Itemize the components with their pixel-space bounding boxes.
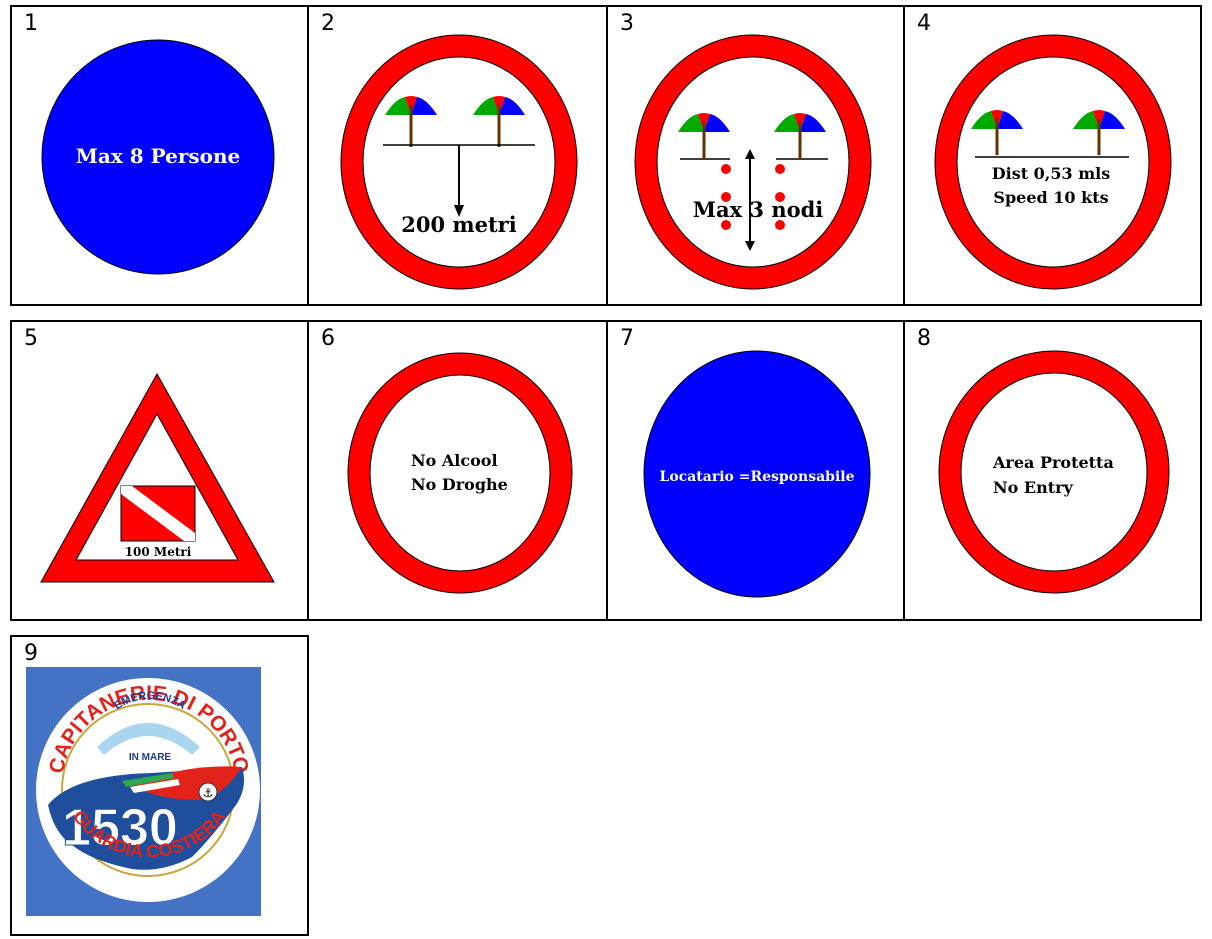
umbrella-icon <box>1073 110 1125 155</box>
sign-text-line1: No Alcool <box>411 451 498 470</box>
red-ring <box>939 351 1169 593</box>
logo-small-text: Numero Blu <box>72 765 120 775</box>
sign-cell-9: 9 CAPITANERIE DI PORTO EMERGENZA IN MARE… <box>10 635 309 936</box>
sign-number: 5 <box>24 326 38 351</box>
sign-text: Locatario =Responsabile <box>660 469 855 485</box>
sign-cell-4: 4 Dist 0,53 mls Speed 10 kts <box>903 5 1202 306</box>
sign-3-graphic: Max 3 nodi <box>634 34 872 290</box>
sign-number: 9 <box>24 641 38 666</box>
umbrella-icon <box>774 113 826 158</box>
sign-number: 4 <box>917 11 931 36</box>
sign-text-line2: No Droghe <box>411 475 508 494</box>
sign-cell-6: 6 No Alcool No Droghe <box>307 320 608 621</box>
sign-text: Max 8 Persone <box>76 144 241 168</box>
sign-cell-5: 5 100 Metri <box>10 320 309 621</box>
sign-number: 8 <box>917 326 931 351</box>
sign-text-line2: Speed 10 kts <box>993 188 1108 207</box>
sign-6-graphic: No Alcool No Droghe <box>347 352 573 594</box>
sign-text-line1: Dist 0,53 mls <box>992 164 1110 183</box>
logo-inner-text-2: IN MARE <box>129 752 172 763</box>
red-ring <box>635 35 871 289</box>
sign-text-line1: Area Protetta <box>992 453 1114 472</box>
sign-text: Max 3 nodi <box>693 197 824 222</box>
sign-cell-7: 7 Locatario =Responsabile <box>606 320 905 621</box>
sign-4-graphic: Dist 0,53 mls Speed 10 kts <box>934 34 1172 290</box>
logo-number: 1530 <box>62 799 178 857</box>
umbrella-icon <box>473 96 525 147</box>
buoy-markers <box>721 164 785 230</box>
coast-guard-logo: CAPITANERIE DI PORTO EMERGENZA IN MARE ⚓… <box>26 667 261 916</box>
sign-number: 1 <box>24 11 38 36</box>
red-ring <box>348 353 572 593</box>
red-ring <box>935 35 1171 289</box>
sign-number: 3 <box>620 11 634 36</box>
sign-7-graphic: Locatario =Responsabile <box>643 350 871 598</box>
sign-number: 2 <box>321 11 335 36</box>
svg-text:⚓: ⚓ <box>203 786 214 800</box>
sign-text: 100 Metri <box>125 545 192 559</box>
sign-5-graphic: 100 Metri <box>40 372 275 583</box>
sign-number: 6 <box>321 326 335 351</box>
sign-2-graphic: 200 metri <box>340 34 578 290</box>
sign-number: 7 <box>620 326 634 351</box>
sign-cell-2: 2 200 metri <box>307 5 608 306</box>
sign-cell-1: 1 Max 8 Persone <box>10 5 309 306</box>
sign-cell-8: 8 Area Protetta No Entry <box>903 320 1202 621</box>
sign-cell-3: 3 Max 3 nodi <box>606 5 905 306</box>
sign-8-graphic: Area Protetta No Entry <box>938 350 1170 594</box>
umbrella-icon <box>678 113 730 158</box>
blue-disc <box>643 350 871 598</box>
sign-1-graphic: Max 8 Persone <box>41 39 275 275</box>
sign-text-line2: No Entry <box>993 478 1074 497</box>
blue-disc <box>41 39 275 275</box>
anchor-icon <box>198 782 218 802</box>
diver-flag-icon <box>120 485 196 542</box>
umbrella-icon <box>971 110 1023 155</box>
sign-text: 200 metri <box>401 212 516 237</box>
umbrella-icon <box>385 96 437 147</box>
